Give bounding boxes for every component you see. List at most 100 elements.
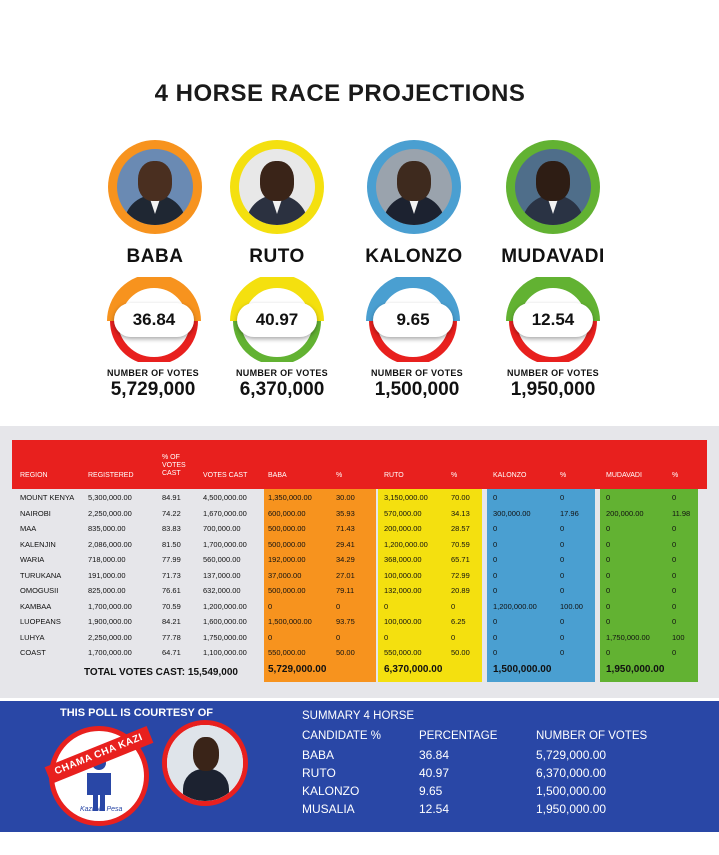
table-cell: 1,700,000.00	[88, 601, 132, 611]
table-cell: 0	[493, 524, 498, 533]
column-header-kalonzo-pct: %	[560, 472, 567, 479]
table-cell: 1,500,000.00	[268, 617, 312, 626]
table-cell: 1,200,000.00	[203, 601, 247, 611]
candidate-ruto: RUTO	[207, 140, 347, 268]
table-cell: 65.71	[451, 555, 470, 564]
table-cell: 0	[384, 632, 389, 642]
summary-votes: 6,370,000.00	[536, 766, 607, 780]
table-row-region: TURUKANA	[20, 570, 62, 580]
gauge-kalonzo: 9.65	[357, 277, 469, 362]
table-cell: 0	[606, 617, 611, 626]
table-cell: 570,000.00	[384, 508, 422, 518]
table-cell: 368,000.00	[384, 555, 422, 564]
table-cell: 5,300,000.00	[88, 493, 132, 502]
votes-number: 6,370,000	[239, 379, 325, 400]
table-cell: 0	[560, 539, 565, 549]
table-cell: 4,500,000.00	[203, 493, 247, 502]
table-row-region: MAA	[20, 524, 37, 533]
candidate-name: BABA	[126, 246, 184, 267]
table-cell: 70.59	[451, 539, 470, 549]
table-cell: 37,000.00	[268, 570, 302, 580]
table-cell: 0	[451, 632, 456, 642]
courtesy-text: THIS POLL IS COURTESY OF	[60, 707, 214, 719]
table-row-region: LUHYA	[20, 632, 45, 642]
candidate-mudavadi: MUDAVADI	[483, 140, 623, 268]
table-cell: 72.99	[451, 570, 470, 580]
table-cell: 0	[560, 524, 565, 533]
baba-column	[264, 489, 376, 682]
table-cell: 71.73	[162, 570, 181, 580]
column-header-mudavadi: MUDAVADI	[606, 472, 642, 479]
table-cell: 2,086,000.00	[88, 539, 132, 549]
table-cell: 0	[493, 648, 498, 657]
votes-kalonzo: NUMBER OF VOTES 1,500,000	[347, 368, 487, 401]
table-cell: 30.00	[336, 493, 355, 502]
table-cell: 0	[672, 539, 677, 549]
table-cell: 35.93	[336, 508, 355, 518]
table-row-region: KAMBAA	[20, 601, 52, 611]
summary-percentage: 36.84	[419, 748, 450, 762]
column-header-ruto-pct: %	[451, 472, 458, 479]
table-cell: 0	[672, 648, 677, 657]
table-cell: 500,000.00	[268, 524, 306, 533]
table-cell: 76.61	[162, 586, 181, 595]
table-cell: 84.91	[162, 493, 181, 502]
table-cell: 29.41	[336, 539, 355, 549]
table-cell: 0	[560, 632, 565, 642]
table-cell: 0	[560, 617, 565, 626]
table-cell: 0	[451, 601, 456, 611]
table-cell: 70.00	[451, 493, 470, 502]
table-cell: 27.01	[336, 570, 355, 580]
table-cell: 191,000.00	[88, 570, 126, 580]
table-cell: 71.43	[336, 524, 355, 533]
summary-header-candidate: CANDIDATE %	[302, 730, 382, 742]
table-cell: 1,700,000.00	[203, 539, 247, 549]
table-cell: 11.98	[672, 508, 691, 518]
table-cell: 718,000.00	[88, 555, 126, 564]
summary-candidate: MUSALIA	[302, 802, 355, 816]
table-cell: 0	[384, 601, 389, 611]
table-cell: 0	[606, 648, 611, 657]
table-cell: 34.29	[336, 555, 355, 564]
candidate-portrait	[239, 149, 315, 225]
table-cell: 2,250,000.00	[88, 508, 132, 518]
table-cell: 1,750,000.00	[203, 632, 247, 642]
summary-header-votes: NUMBER OF VOTES	[536, 730, 648, 742]
column-header-baba-pct: %	[336, 472, 343, 479]
portrait-ring	[367, 140, 461, 234]
votes-ruto: NUMBER OF VOTES 6,370,000	[212, 368, 352, 401]
column-header-kalonzo: KALONZO	[493, 472, 527, 479]
candidate-name: KALONZO	[365, 246, 463, 267]
summary-votes: 5,729,000.00	[536, 748, 607, 762]
total-mudavadi: 1,950,000.00	[606, 664, 665, 675]
table-cell: 3,150,000.00	[384, 493, 428, 502]
table-cell: 200,000.00	[606, 508, 644, 518]
table-cell: 1,350,000.00	[268, 493, 312, 502]
table-cell: 0	[493, 570, 498, 580]
total-kalonzo: 1,500,000.00	[493, 664, 552, 675]
table-cell: 100	[672, 632, 685, 642]
candidate-kalonzo: KALONZO	[344, 140, 484, 268]
table-cell: 1,200,000.00	[384, 539, 428, 549]
table-row-region: OMOGUSII	[20, 586, 59, 595]
summary-header-percentage: PERCENTAGE	[419, 730, 498, 742]
table-cell: 0	[268, 601, 273, 611]
table-row-region: COAST	[20, 648, 46, 657]
table-cell: 132,000.00	[384, 586, 422, 595]
table-cell: 34.13	[451, 508, 470, 518]
votes-label: NUMBER OF VOTES	[506, 368, 599, 378]
table-cell: 0	[672, 524, 677, 533]
table-cell: 500,000.00	[268, 539, 306, 549]
total-votes-cast: TOTAL VOTES CAST: 15,549,000	[84, 667, 238, 678]
table-cell: 560,000.00	[203, 555, 241, 564]
table-cell: 825,000.00	[88, 586, 126, 595]
summary-candidate: BABA	[302, 748, 335, 762]
table-cell: 192,000.00	[268, 555, 306, 564]
table-row-region: KALENJIN	[20, 539, 56, 549]
table-cell: 83.83	[162, 524, 181, 533]
table-cell: 700,000.00	[203, 524, 241, 533]
total-baba: 5,729,000.00	[268, 664, 327, 675]
summary-candidate: KALONZO	[302, 784, 360, 798]
table-cell: 0	[336, 601, 341, 611]
table-cell: 0	[606, 524, 611, 533]
